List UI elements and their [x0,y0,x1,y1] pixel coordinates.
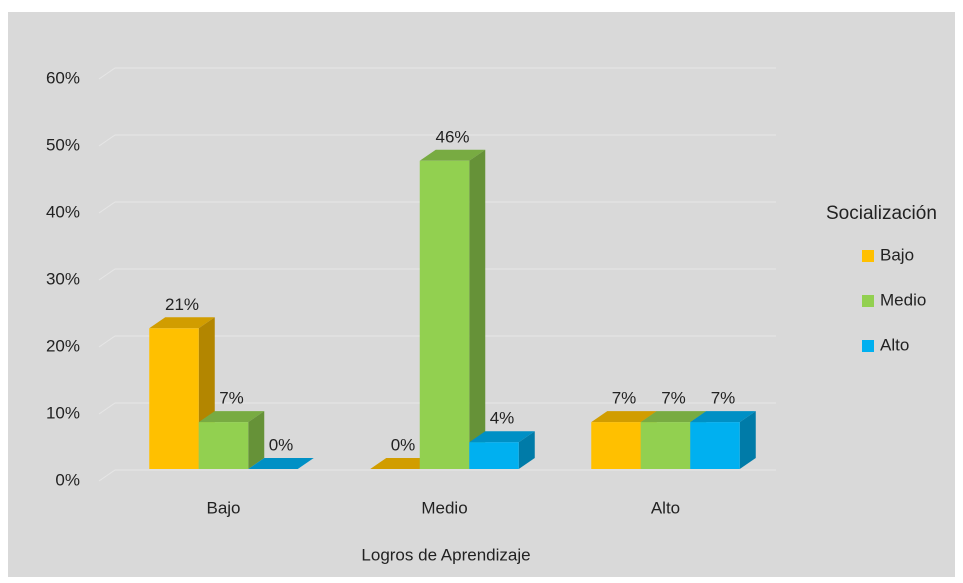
bar-side [469,149,486,470]
grid-line [98,402,776,415]
bar [149,328,199,469]
bar-top [690,411,756,423]
bar-side [248,411,265,469]
data-label: 7% [661,389,686,408]
bar [469,442,519,469]
bar-top [248,458,314,469]
data-label: 21% [165,295,199,314]
x-tick-label: Alto [651,498,680,517]
bar [640,422,691,469]
y-tick-label: 0% [55,470,80,489]
x-tick-label: Medio [421,498,467,517]
bar [690,422,740,469]
data-label: 4% [490,409,515,428]
x-axis-label: Logros de Aprendizaje [361,545,530,564]
y-tick-label: 10% [46,403,80,422]
legend-label: Medio [880,290,926,309]
x-tick-label: Bajo [206,498,240,517]
bar [591,422,641,469]
grid-line [98,268,776,281]
legend-swatch [862,340,874,352]
bar-top [370,458,436,469]
y-tick-label: 30% [46,269,80,288]
bar-top [640,411,707,423]
grid-line [98,469,776,482]
y-tick-label: 40% [46,202,80,221]
bar-top [198,411,265,423]
grid-line [98,335,776,348]
data-label: 7% [219,389,244,408]
bar-top [149,317,215,329]
bar-side [518,431,535,469]
bar-top [419,149,486,161]
y-tick-label: 50% [46,135,80,154]
grid-line [98,67,776,80]
legend-title: Socialización [826,203,937,224]
grid-line [98,134,776,147]
bar-top [469,431,535,443]
data-label: 46% [435,127,469,146]
y-tick-label: 20% [46,336,80,355]
y-tick-label: 60% [46,68,80,87]
bar [198,422,249,469]
data-label: 7% [612,389,637,408]
legend-label: Alto [880,335,909,354]
legend-swatch [862,295,874,307]
data-label: 0% [391,435,416,454]
bar [419,160,470,470]
data-label: 0% [269,435,294,454]
bar-top [591,411,657,423]
data-label: 7% [711,389,736,408]
legend-label: Bajo [880,245,914,264]
bar-side [739,411,756,469]
grid-line [98,201,776,214]
legend-swatch [862,250,874,262]
